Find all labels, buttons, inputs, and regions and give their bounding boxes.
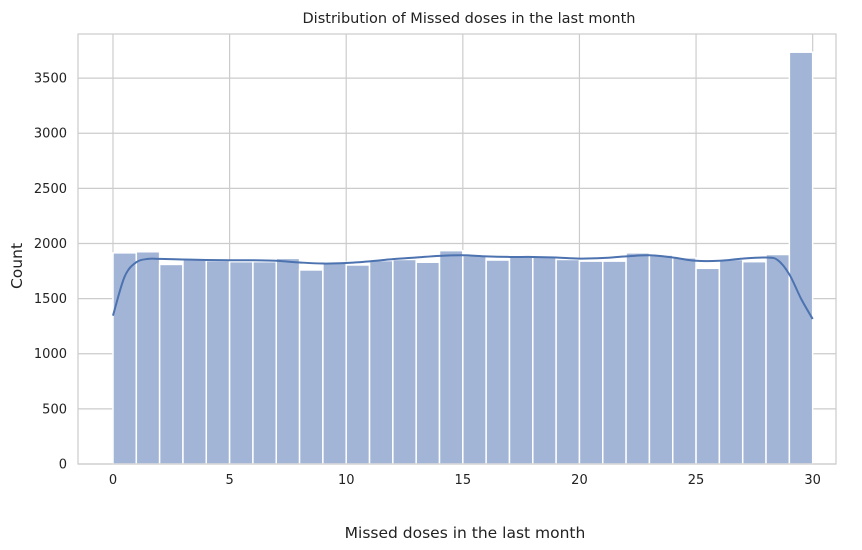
histogram-bar-12 xyxy=(392,258,417,465)
y-tick-label-1500: 1500 xyxy=(34,292,67,307)
histogram-bar-16 xyxy=(485,259,511,465)
y-tick-label-3500: 3500 xyxy=(34,72,67,87)
histogram-bar-14 xyxy=(438,249,464,465)
histogram-bar-19 xyxy=(555,258,581,465)
x-tick-label-0: 0 xyxy=(109,473,117,488)
histogram-bar-27 xyxy=(741,260,767,465)
histogram-bar-5 xyxy=(228,260,254,465)
histogram-bar-15 xyxy=(462,254,487,465)
histogram-bar-6 xyxy=(252,260,277,465)
y-tick-labels: 0 500 1000 1500 2000 2500 3000 3500 xyxy=(34,72,67,473)
y-axis-label: Count xyxy=(8,243,26,289)
histogram-bar-7 xyxy=(275,257,301,465)
histogram-bar-11 xyxy=(368,259,394,465)
histogram-bar-26 xyxy=(718,258,744,465)
y-tick-label-2000: 2000 xyxy=(34,237,67,252)
y-tick-label-2500: 2500 xyxy=(34,182,67,197)
histogram-bar-13 xyxy=(415,261,441,465)
y-tick-label-1000: 1000 xyxy=(34,347,67,362)
x-tick-label-25: 25 xyxy=(688,473,705,488)
histogram-bar-25 xyxy=(695,267,721,465)
histogram-bar-3 xyxy=(182,258,208,465)
histogram-bar-8 xyxy=(298,269,324,465)
chart-title: Distribution of Missed doses in the last… xyxy=(303,11,636,27)
x-tick-label-10: 10 xyxy=(338,473,355,488)
histogram-bar-23 xyxy=(648,254,674,465)
histogram-bar-2 xyxy=(158,263,184,465)
histogram-bar-20 xyxy=(578,260,604,465)
histogram-bar-28 xyxy=(765,253,791,465)
x-tick-labels: 0 5 10 15 20 25 30 xyxy=(109,473,821,488)
kde-line xyxy=(112,254,814,320)
histogram-bar-17 xyxy=(508,255,534,465)
histogram-bar-9 xyxy=(322,261,347,465)
x-tick-label-5: 5 xyxy=(225,473,233,488)
histogram-bar-21 xyxy=(602,260,627,465)
y-tick-label-3000: 3000 xyxy=(34,127,67,142)
histogram-bar-1 xyxy=(135,251,161,465)
histogram-bars xyxy=(112,51,814,465)
x-axis-label: Missed doses in the last month xyxy=(345,524,586,542)
histogram-bar-0 xyxy=(112,252,138,465)
histogram-bar-24 xyxy=(671,257,697,465)
histogram-bar-29 xyxy=(788,51,814,465)
x-tick-label-30: 30 xyxy=(804,473,821,488)
y-tick-label-500: 500 xyxy=(42,402,67,417)
x-tick-label-15: 15 xyxy=(455,473,472,488)
histogram-bar-4 xyxy=(205,259,231,465)
histogram-bar-10 xyxy=(345,264,371,465)
x-tick-label-20: 20 xyxy=(571,473,588,488)
plot-frame xyxy=(77,33,837,465)
y-tick-label-0: 0 xyxy=(59,458,67,473)
histogram-bar-18 xyxy=(532,256,557,465)
histogram-bar-22 xyxy=(625,252,651,465)
